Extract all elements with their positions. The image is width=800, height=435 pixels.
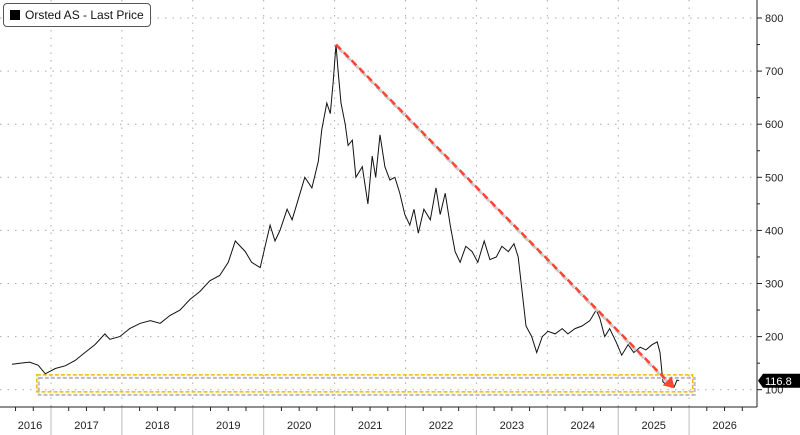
x-tick-label: 2021 <box>358 420 382 432</box>
last-price-tag <box>758 373 800 388</box>
legend: Orsted AS - Last Price <box>3 3 151 27</box>
x-tick-label: 2025 <box>641 420 665 432</box>
highlight-box-shadow <box>37 376 696 396</box>
last-price-label: 116.8 <box>765 376 792 388</box>
x-tick-label: 2017 <box>74 420 98 432</box>
trendline-arrowhead <box>662 376 675 389</box>
y-tick-label: 800 <box>765 13 783 25</box>
y-tick-label: 300 <box>765 279 783 291</box>
y-tick-label: 200 <box>765 332 783 344</box>
y-tick-label: 500 <box>765 172 783 184</box>
x-tick-label: 2022 <box>429 420 453 432</box>
x-tick-label: 2026 <box>712 420 736 432</box>
x-tick-label: 2018 <box>145 420 169 432</box>
x-tick-label: 2016 <box>18 420 42 432</box>
y-tick-label: 700 <box>765 66 783 78</box>
x-tick-label: 2019 <box>216 420 240 432</box>
trendline <box>335 43 672 386</box>
legend-label: Orsted AS - Last Price <box>25 8 144 22</box>
legend-swatch <box>10 10 20 20</box>
y-tick-label: 400 <box>765 225 783 237</box>
x-tick-label: 2023 <box>500 420 524 432</box>
price-line <box>11 44 680 389</box>
highlight-box <box>36 374 694 393</box>
x-tick-label: 2020 <box>287 420 311 432</box>
x-tick-label: 2024 <box>571 420 595 432</box>
y-tick-label: 600 <box>765 119 783 131</box>
